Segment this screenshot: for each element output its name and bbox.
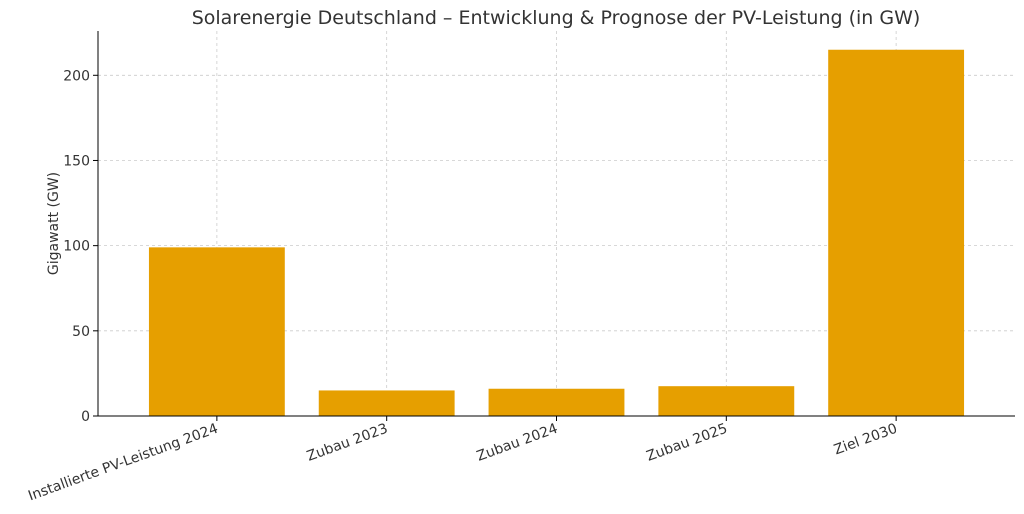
x-tick-label: Zubau 2024	[475, 421, 560, 465]
x-axis-ticks: Installierte PV-Leistung 2024 Zubau 2023 Z…	[26, 416, 899, 504]
x-tick-label: Zubau 2025	[644, 421, 729, 465]
bar	[828, 49, 965, 416]
y-tick-label: 0	[81, 409, 90, 425]
y-tick-label: 200	[63, 68, 90, 84]
y-axis-label: Gigawatt (GW)	[46, 172, 62, 275]
bar	[318, 390, 455, 416]
y-tick-label: 100	[63, 239, 90, 255]
bar	[658, 386, 795, 416]
x-tick-label: Zubau 2023	[305, 421, 390, 465]
chart-title: Solarenergie Deutschland – Entwicklung &…	[192, 7, 921, 29]
bar	[488, 388, 625, 416]
x-tick-label: Ziel 2030	[832, 421, 900, 459]
x-tick-label: Installierte PV-Leistung 2024	[26, 421, 220, 505]
bar	[148, 247, 285, 416]
y-tick-label: 50	[72, 324, 90, 340]
y-tick-label: 150	[63, 153, 90, 169]
y-axis-ticks: 0 50 100 150 200	[63, 68, 98, 425]
bars	[148, 49, 965, 416]
